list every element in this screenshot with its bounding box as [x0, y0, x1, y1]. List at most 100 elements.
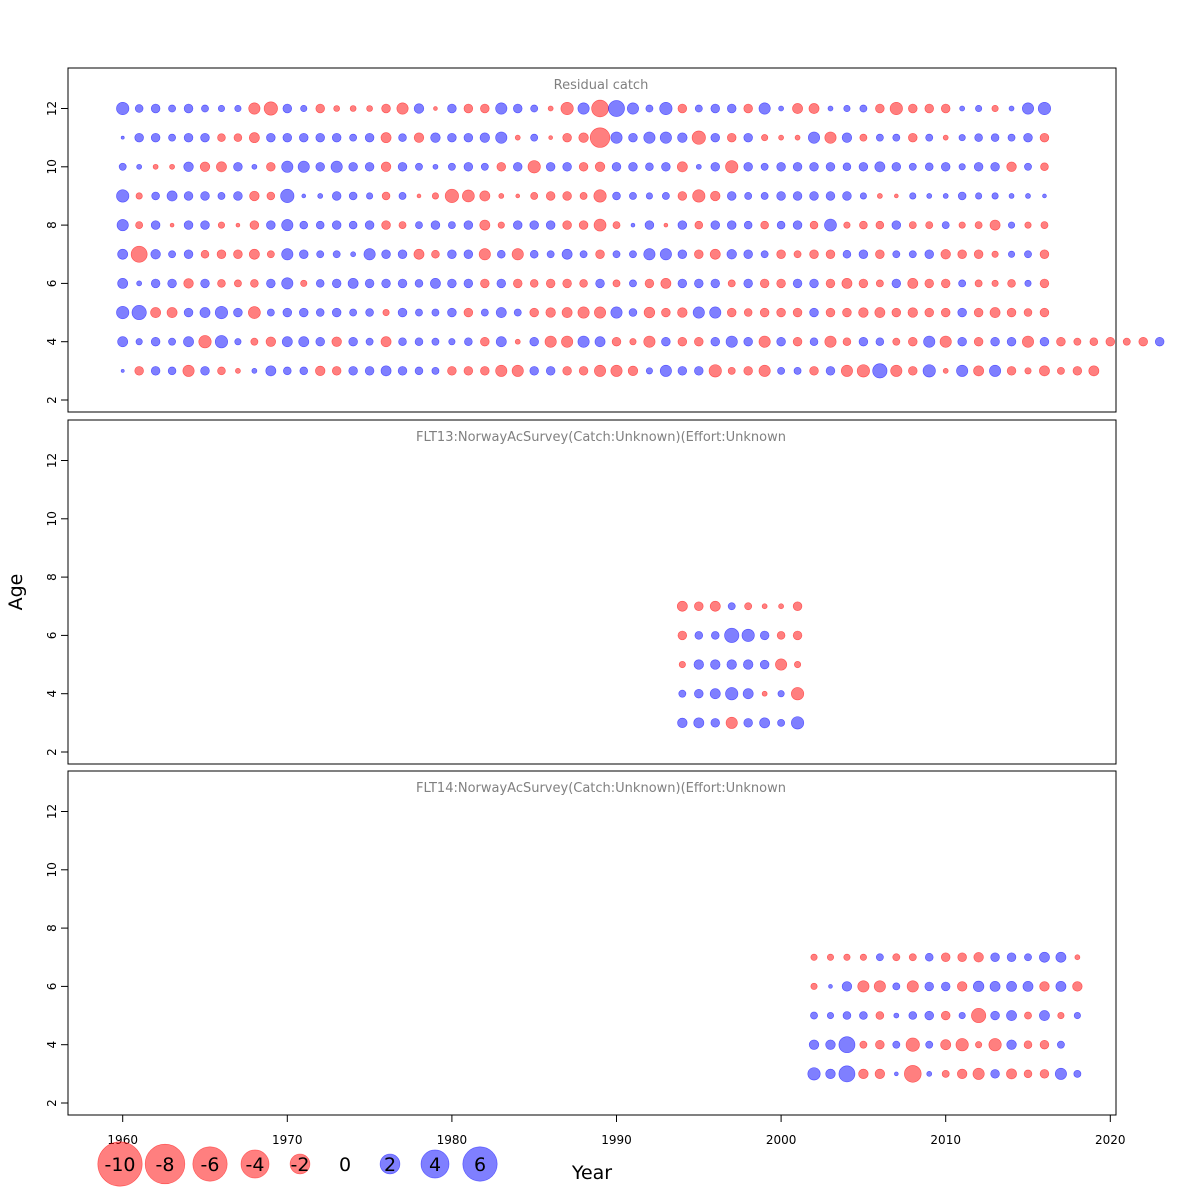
bubble — [1023, 132, 1033, 143]
bubble — [315, 162, 325, 172]
y-tick-label: 4 — [45, 338, 59, 346]
bubble — [908, 103, 918, 114]
bubble — [710, 336, 720, 347]
bubble — [1054, 1067, 1067, 1080]
bubble — [842, 250, 852, 259]
bubble — [889, 101, 903, 116]
bubble — [727, 132, 737, 143]
bubble — [727, 602, 736, 611]
bubble — [940, 981, 951, 992]
bubble — [447, 366, 457, 376]
bubble — [957, 307, 967, 318]
bubble — [957, 336, 967, 347]
bubble — [431, 308, 440, 317]
bubble — [134, 104, 144, 113]
residual-panel: Residual catch 2 4 6 8 10 12 — [45, 67, 1165, 413]
bubble — [249, 190, 260, 202]
bubble — [840, 364, 853, 377]
bubble — [838, 1065, 856, 1083]
bubble — [168, 104, 176, 113]
bubble — [760, 220, 769, 230]
bubble — [743, 659, 754, 670]
bubble — [940, 1039, 952, 1051]
bubble — [842, 191, 852, 201]
y-tick-label: 2 — [45, 1099, 59, 1107]
bubble — [908, 1011, 918, 1020]
bubble — [150, 132, 161, 143]
bubble — [266, 191, 276, 201]
bubble — [710, 162, 720, 172]
bubble — [1022, 102, 1034, 115]
bubble — [135, 338, 143, 346]
bubble — [893, 1012, 900, 1019]
bubble — [676, 600, 688, 612]
bubble — [1057, 366, 1065, 375]
bubble — [660, 278, 672, 289]
bubble — [151, 191, 160, 201]
bubble — [166, 190, 178, 202]
bubble — [365, 308, 374, 317]
bubble — [958, 279, 967, 288]
bubble — [828, 984, 833, 989]
bubble — [562, 162, 572, 172]
bubble — [594, 364, 607, 377]
bubble — [431, 366, 440, 375]
bubble — [577, 306, 590, 319]
y-tick-label: 6 — [45, 983, 59, 991]
bubble — [841, 132, 853, 143]
bubble — [644, 278, 655, 289]
bubble — [843, 221, 851, 229]
bubble — [480, 103, 490, 114]
bubble — [924, 278, 934, 289]
bubble — [761, 690, 768, 697]
bubble — [858, 307, 869, 318]
bubble — [365, 337, 374, 346]
bubble — [298, 336, 310, 348]
y-tick-label: 12 — [45, 453, 59, 468]
bubble — [297, 160, 310, 173]
legend-item: -10 — [97, 1141, 143, 1187]
bubble — [233, 162, 243, 172]
bubble — [1023, 1069, 1033, 1079]
bubble — [1006, 161, 1017, 172]
bubble — [892, 982, 901, 991]
bubble — [545, 366, 556, 376]
bubble — [743, 308, 753, 317]
y-tick-label: 2 — [45, 396, 59, 404]
bubble — [892, 133, 901, 142]
bubble — [645, 367, 653, 375]
bubble — [200, 220, 210, 230]
bubble — [166, 307, 178, 318]
bubble — [315, 336, 325, 347]
bubble — [727, 191, 737, 201]
size-legend: -10 -8 -6 -4 -2 0 2 4 6 — [97, 1141, 498, 1187]
bubble — [628, 162, 638, 172]
legend-label: -10 — [104, 1154, 135, 1176]
bubble — [628, 132, 638, 143]
bubble — [183, 220, 194, 230]
bubble — [299, 132, 309, 143]
bubble — [281, 277, 294, 290]
bubble — [676, 161, 688, 173]
bubble — [495, 131, 508, 144]
bubble — [894, 1071, 899, 1077]
bubble — [677, 191, 688, 201]
bubble — [235, 222, 241, 228]
bubble — [940, 307, 951, 318]
bubble — [940, 103, 951, 114]
bubble — [694, 220, 704, 230]
bubble — [612, 221, 621, 229]
bubble — [444, 188, 459, 203]
bubble — [169, 222, 175, 228]
bubble — [891, 278, 902, 289]
legend-item: -2 — [289, 1153, 311, 1176]
bubble — [838, 1036, 856, 1054]
bubble — [858, 278, 869, 289]
bubble — [463, 249, 474, 259]
bubble — [610, 306, 623, 319]
bubble — [380, 336, 392, 348]
bubbles — [116, 99, 1165, 379]
bubble — [825, 1039, 836, 1050]
bubble — [266, 308, 275, 317]
legend-label: 4 — [429, 1154, 441, 1176]
